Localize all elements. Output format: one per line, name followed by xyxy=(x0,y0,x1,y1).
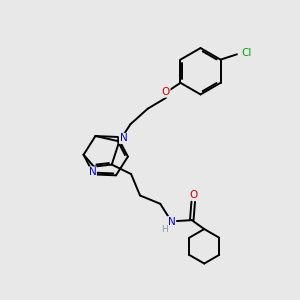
Text: N: N xyxy=(168,217,176,226)
Text: N: N xyxy=(88,167,96,177)
Text: Cl: Cl xyxy=(241,48,252,58)
Text: O: O xyxy=(189,190,197,200)
Text: O: O xyxy=(162,87,170,97)
Text: H: H xyxy=(162,226,168,235)
Text: N: N xyxy=(119,134,127,143)
